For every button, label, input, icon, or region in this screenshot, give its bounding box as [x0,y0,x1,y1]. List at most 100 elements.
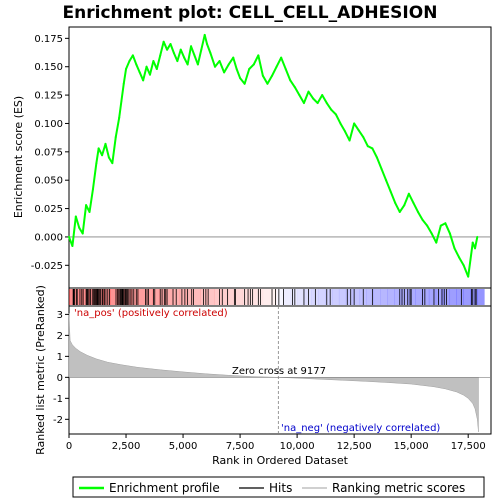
enrichment-profile-segment [248,63,255,70]
enrichment-profile-segment [135,63,141,74]
enrichment-profile-segment [232,56,238,70]
x-tick-label: 17,500 [451,441,486,452]
colorbar-cell [380,289,388,305]
colorbar-cell [69,289,77,305]
colorbar-cell [421,289,430,305]
x-tick-label: 7,500 [226,441,255,452]
colorbar-cell [103,289,111,305]
colorbar-cell [435,289,444,305]
enrichment-profile-segment [357,129,365,139]
es-y-tick-label: 0.150 [34,62,63,73]
enrichment-profile-segment [298,94,305,105]
enrichment-profile-segment [275,56,283,68]
colorbar-cell [152,289,160,305]
colorbar-cell [221,289,229,305]
colorbar-cell [186,289,194,305]
colorbar-cell [318,289,326,305]
enrichment-score-panel: -0.025 0.000 0.025 0.050 0.075 0.100 0.125 0.15… [12,26,492,289]
enrichment-profile-segment [348,122,356,142]
enrichment-profile-segment [280,56,287,70]
ranking-metric-area [68,313,479,432]
ranking-metric-panel: -2 -1 0 1 2 3 0 2,500 5,000 7,500 10,000 12,500 15,… [34,285,492,467]
x-axis-label: Rank in Ordered Dataset [212,454,349,467]
chart-title: Enrichment plot: CELL_CELL_ADHESION [63,3,438,23]
colorbar-cell [394,289,402,305]
enrichment-profile-segment [111,136,117,165]
enrichment-profile-segment [312,97,319,105]
enrichment-profile-segment [252,54,260,66]
enrichment-profile-segment [159,40,165,57]
enrichment-profile-segment [114,116,121,139]
colorbar-cell [269,289,278,305]
x-tick-label: 0 [66,441,72,452]
metric-y-tick-label: 2 [57,331,63,342]
enrichment-profile-segment [430,232,438,244]
colorbar-cell [345,289,354,305]
es-y-axis-ticks: -0.025 0.000 0.025 0.050 0.075 0.100 0.125 0.15… [31,34,69,272]
es-y-tick-label: 0.000 [34,232,63,243]
enrichment-profile-segment [179,48,186,59]
enrichment-profile-segment [125,60,131,70]
hits-panel [68,287,492,307]
enrichment-profile-segment [339,122,347,133]
enrichment-profile-segment [302,90,310,105]
enrichment-profile-segment [196,48,203,66]
colorbar-cell [145,289,153,305]
legend-label-ranking-metric-scores: Ranking metric scores [332,481,465,495]
x-tick-label: 10,000 [280,441,315,452]
enrichment-profile-segment [458,256,465,267]
enrichment-profile-segment [203,33,209,46]
x-tick-label: 12,500 [337,441,372,452]
metric-y-tick-label: -2 [53,415,63,426]
enrichment-profile-segment [330,108,337,116]
colorbar-cell [283,289,291,305]
colorbar-cell [311,289,319,305]
enrichment-profile-segment [380,167,388,182]
enrichment-profile-segment [389,190,397,204]
colorbar-cell [158,289,167,305]
enrichment-profile-segment [120,82,125,102]
enrichment-profile-segment [307,90,315,100]
colorbar-cell [352,289,361,305]
legend-frame [72,476,485,498]
enrichment-profile-segment [444,222,451,235]
enrichment-profile-segment [417,210,424,221]
es-y-tick-label: 0.100 [34,119,63,130]
colorbar-cell [124,289,132,305]
colorbar-cell [456,289,464,305]
enrichment-profile-segment [448,232,456,250]
colorbar-cell [463,289,471,305]
x-tick-label: 15,000 [394,441,429,452]
enrichment-profile-segment [235,67,242,80]
metric-y-tick-label: 3 [57,310,63,321]
enrichment-profile-segment [261,74,269,85]
enrichment-profile-segment [362,136,369,148]
enrichment-profile-segment [101,142,107,157]
colorbar-cell [290,289,298,305]
enrichment-profile-segment [426,224,433,235]
metric-y-axis-label: Ranked list metric (PreRanked) [34,285,47,455]
enrichment-profile-segment [190,45,196,57]
colorbar-cell [297,289,305,305]
colorbar-cell [138,289,146,305]
x-tick-label: 5,000 [169,441,198,452]
enrichment-profile-segment [223,63,230,74]
colorbar-cell [470,289,478,305]
enrichment-profile-segment [467,258,472,278]
es-y-tick-label: -0.025 [31,261,63,272]
colorbar-cell [214,289,222,305]
enrichment-profile-segment [385,179,392,193]
enrichment-profile-segment [403,192,410,207]
enrichment-profile-segment [257,54,264,77]
colorbar-cell [207,289,215,305]
hit-marks [72,289,477,305]
metric-y-tick-label: -1 [53,394,63,405]
es-y-axis-label: Enrichment score (ES) [12,96,25,218]
enrichment-profile-segment [271,65,278,77]
metric-y-tick-label: 0 [57,373,63,384]
enrichment-profile-segment [227,56,235,66]
colorbar-cell [165,289,174,305]
colorbar-cell [110,289,118,305]
enrichment-profile-segment [91,162,98,191]
enrichment-profile-segment [266,74,274,85]
